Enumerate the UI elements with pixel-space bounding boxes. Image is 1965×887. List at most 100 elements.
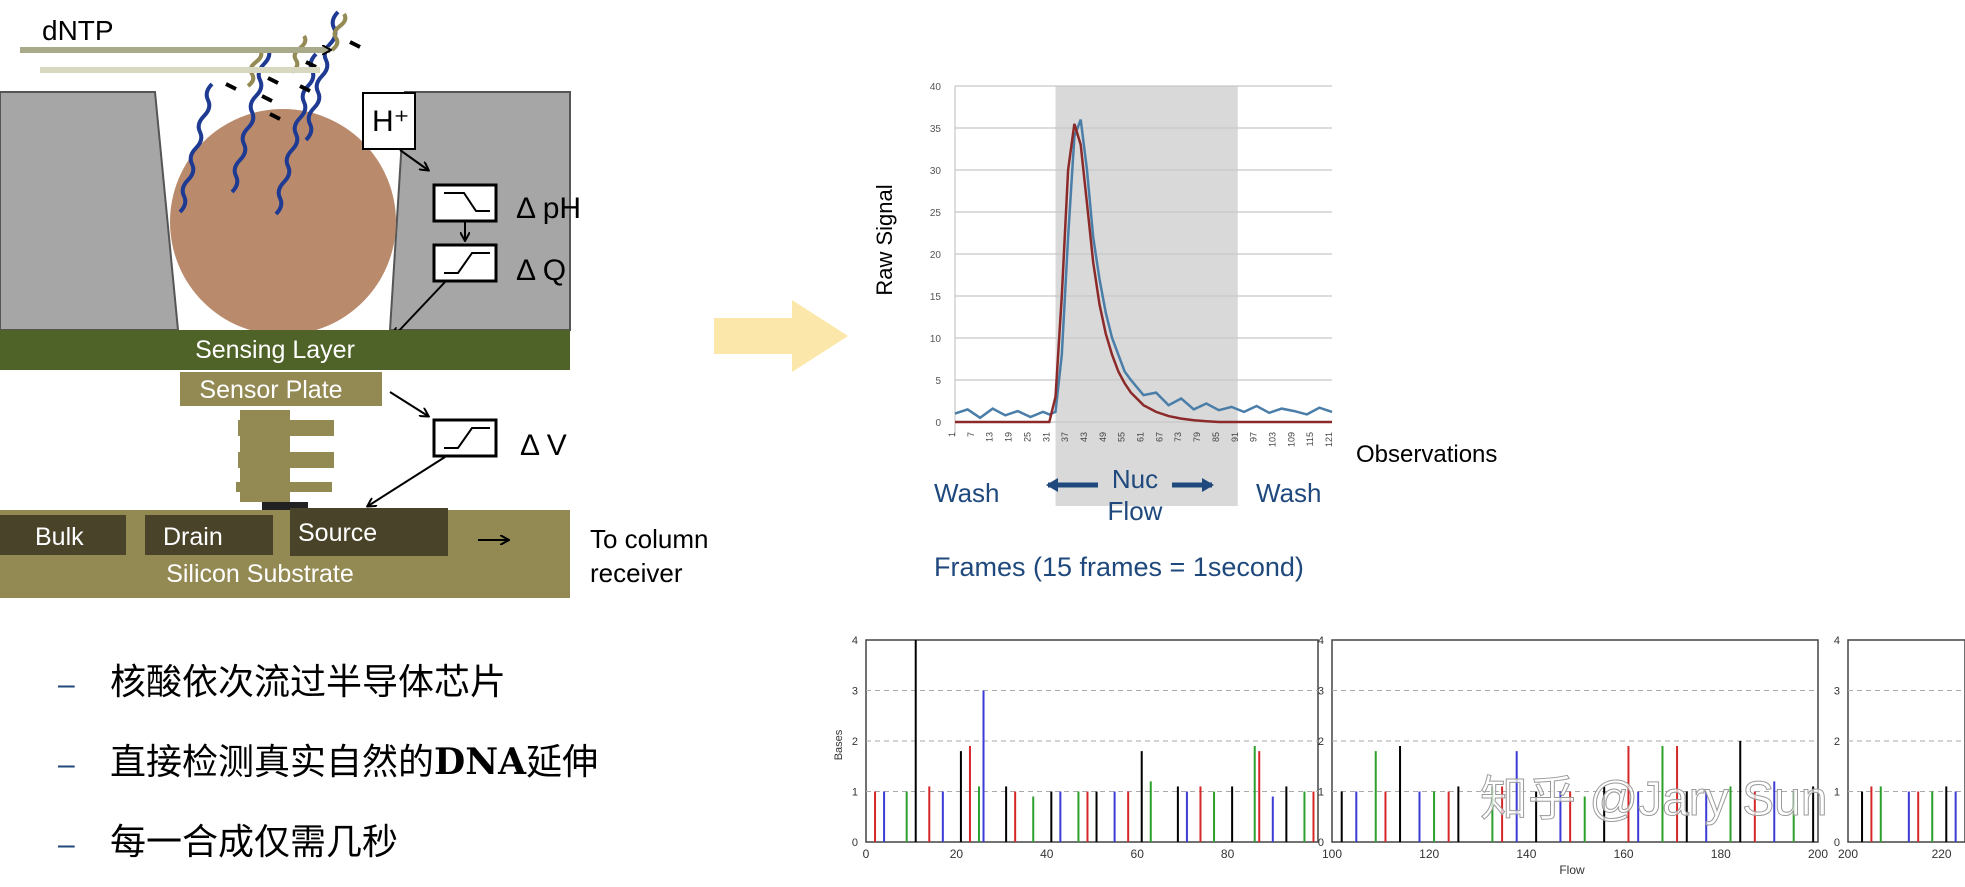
y-tick-label: 10 — [930, 334, 942, 345]
x-tick-label: 109 — [1286, 432, 1296, 447]
x-tick-label: 55 — [1117, 432, 1127, 442]
bases-x-tick: 200 — [1808, 847, 1828, 861]
bulk-region — [0, 515, 126, 555]
sensor-plate — [180, 372, 382, 406]
bases-y-tick: 3 — [852, 686, 858, 698]
signal-gridlines — [954, 85, 1332, 436]
x-tick-label: 43 — [1079, 432, 1089, 442]
y-tick-label: 15 — [930, 292, 942, 303]
h-plus-arrow — [399, 149, 428, 170]
x-tick-label: 49 — [1098, 432, 1108, 442]
raw-signal-line — [954, 119, 1333, 420]
bases-x-tick: 200 — [1838, 847, 1858, 861]
bullet-list: – 核酸依次流过半导体芯片 – 直接检测真实自然的DNA延伸 – 每一合成仅需几… — [58, 662, 598, 863]
bases-x-tick: 120 — [1419, 847, 1439, 861]
transition-arrow — [714, 300, 848, 372]
x-tick-label: 19 — [1004, 432, 1014, 442]
bases-x-tick: 100 — [1322, 847, 1342, 861]
bullet-text-tail: 延伸 — [526, 742, 598, 783]
bullet-text: 每一合成仅需几秒 — [110, 822, 398, 863]
bullet-text: 核酸依次流过半导体芯片 — [110, 662, 506, 703]
watermark: 知乎 @Jary Sun — [1480, 773, 1828, 826]
x-tick-label: 85 — [1211, 432, 1221, 442]
x-tick-label: 79 — [1192, 432, 1202, 442]
wash-right-label: Wash — [1256, 478, 1322, 508]
bases-y-tick: 2 — [1318, 736, 1324, 748]
bases-y-tick: 3 — [1834, 686, 1840, 698]
bases-y-tick: 4 — [852, 635, 858, 647]
silicon-substrate-label: Silicon Substrate — [166, 560, 354, 588]
bases-x-tick: 80 — [1221, 847, 1235, 861]
dntp-label: dNTP — [42, 15, 114, 46]
bullet-text-bold: DNA — [434, 741, 527, 783]
x-tick-label: 97 — [1249, 432, 1259, 442]
bases-x-tick: 0 — [863, 847, 870, 861]
bases-x-tick: 160 — [1614, 847, 1634, 861]
y-tick-label: 20 — [930, 250, 942, 261]
bases-x-tick: 220 — [1932, 847, 1952, 861]
y-tick-label: 25 — [930, 208, 942, 219]
signal-y-ticks: 40 35 30 25 20 15 10 5 0 — [930, 82, 942, 429]
bases-y-tick: 1 — [1834, 787, 1840, 799]
drain-region — [145, 515, 273, 555]
bases-y-tick: 3 — [1318, 686, 1324, 698]
x-tick-label: 31 — [1041, 432, 1051, 442]
bases-x-tick: 60 — [1131, 847, 1145, 861]
bases-x-tick: 20 — [950, 847, 964, 861]
x-tick-label: 121 — [1324, 432, 1334, 447]
signal-y-label: Raw Signal — [872, 184, 897, 295]
bead — [170, 109, 396, 335]
x-tick-label: 1 — [947, 432, 957, 437]
x-tick-label: 103 — [1267, 432, 1277, 447]
x-tick-label: 115 — [1305, 432, 1315, 446]
to-column-label: To column — [590, 524, 709, 554]
bases-y-tick: 1 — [852, 787, 858, 799]
x-tick-label: 13 — [985, 432, 995, 442]
sensor-plate-label: Sensor Plate — [199, 376, 342, 404]
bullet-dash: – — [58, 668, 75, 701]
bulk-label: Bulk — [35, 523, 84, 551]
bullet-dash: – — [58, 828, 75, 861]
bases-y-label: Bases — [833, 729, 845, 760]
observations-label: Observations — [1356, 441, 1497, 468]
h-plus-box — [362, 92, 416, 150]
frames-label: Frames (15 frames = 1second) — [934, 552, 1304, 582]
bases-y-tick: 2 — [1834, 736, 1840, 748]
delta-ph-label: Δ pH — [516, 192, 581, 225]
bases-x-tick: 140 — [1516, 847, 1536, 861]
x-tick-label: 7 — [966, 432, 976, 437]
y-tick-label: 30 — [930, 166, 942, 177]
receiver-label: receiver — [590, 558, 683, 588]
flow-label: Flow — [1108, 496, 1163, 526]
sensing-layer-label: Sensing Layer — [195, 336, 355, 364]
x-tick-label: 61 — [1136, 432, 1146, 442]
y-tick-label: 35 — [930, 124, 942, 135]
y-tick-label: 5 — [935, 376, 941, 387]
bases-y-tick: 4 — [1318, 635, 1324, 647]
bases-x-tick: 180 — [1711, 847, 1731, 861]
ph-box — [432, 183, 498, 223]
y-tick-label: 40 — [930, 82, 942, 93]
bases-y-tick: 0 — [1318, 837, 1324, 849]
sensor-schematic: dNTP H⁺ Δ pH Δ Q Sensing Layer Sensor Pl… — [0, 10, 709, 598]
sensing-layer — [0, 330, 570, 370]
bases-x-tick: 40 — [1040, 847, 1054, 861]
h-plus-label: H⁺ — [372, 105, 410, 138]
bases-x-label: Flow — [1559, 863, 1585, 877]
bases-y-tick: 0 — [1834, 837, 1840, 849]
y-tick-label: 0 — [935, 418, 941, 429]
wash-left-label: Wash — [934, 478, 1000, 508]
x-tick-label: 73 — [1173, 432, 1183, 442]
x-tick-label: 37 — [1060, 432, 1070, 442]
bullet-text: 直接检测真实自然的DNA延伸 — [110, 741, 598, 783]
bases-y-tick: 1 — [1318, 787, 1324, 799]
bullet-dash: – — [58, 748, 75, 781]
source-region — [290, 508, 448, 556]
v-arrow — [368, 456, 446, 506]
q-arrow — [394, 281, 446, 336]
bases-y-tick: 2 — [852, 736, 858, 748]
x-tick-label: 67 — [1154, 432, 1164, 442]
connector-stack — [236, 410, 334, 510]
